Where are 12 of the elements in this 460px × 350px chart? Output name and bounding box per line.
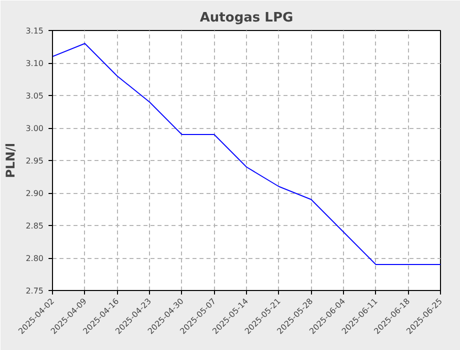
y-tick-label: 3.15 <box>26 26 44 36</box>
y-tick-label: 3.05 <box>26 92 44 100</box>
y-axis-title: PLN/l <box>4 143 18 178</box>
y-tick-label: 2.85 <box>26 222 44 230</box>
y-tick-label: 2.80 <box>26 254 44 263</box>
y-tick-label: 2.90 <box>26 189 44 198</box>
y-tick-label: 3.10 <box>26 59 44 68</box>
y-tick-label: 3.00 <box>26 124 44 133</box>
y-tick-label: 2.95 <box>26 156 44 166</box>
line-series <box>52 43 440 265</box>
chart-title: Autogas LPG <box>200 10 294 26</box>
y-tick-label: 2.75 <box>26 286 44 296</box>
